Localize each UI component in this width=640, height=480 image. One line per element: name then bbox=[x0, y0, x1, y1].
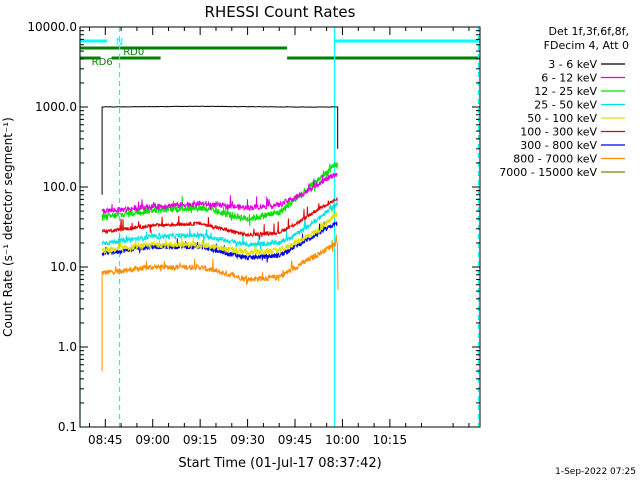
legend-header-line: Det 1f,3f,6f,8f, bbox=[548, 25, 629, 38]
y-tick-label: 1.0 bbox=[58, 340, 77, 354]
y-tick-label: 100.0 bbox=[43, 180, 77, 194]
data-series bbox=[101, 105, 339, 372]
x-tick-label: 09:45 bbox=[278, 433, 313, 447]
series-line bbox=[101, 172, 338, 214]
x-tick-label: 09:15 bbox=[183, 433, 218, 447]
legend-entry-label: 12 - 25 keV bbox=[534, 85, 597, 98]
series-line bbox=[101, 206, 338, 257]
legend-entry-label: 6 - 12 keV bbox=[541, 72, 597, 85]
x-tick-label: 08:45 bbox=[88, 433, 123, 447]
x-tick-label: 10:00 bbox=[325, 433, 360, 447]
x-axis-ticks: 08:45 09:00 09:15 09:30 09:45 10:00 10:15 bbox=[88, 27, 470, 447]
legend: Det 1f,3f,6f,8f,FDecim 4, Att 0 3 - 6 keV… bbox=[499, 25, 629, 179]
flag-label-rd6: RD6 bbox=[92, 57, 113, 68]
series-line bbox=[101, 234, 339, 372]
y-tick-label: 10000.0 bbox=[27, 20, 77, 34]
legend-entry-label: 100 - 300 keV bbox=[520, 126, 597, 139]
legend-header-line: FDecim 4, Att 0 bbox=[544, 39, 629, 52]
flag-label-n: N bbox=[116, 37, 123, 48]
legend-entry-label: 25 - 50 keV bbox=[534, 99, 597, 112]
legend-entry-label: 7000 - 15000 keV bbox=[499, 166, 597, 179]
x-axis-label: Start Time (01-Jul-17 08:37:42) bbox=[178, 456, 381, 471]
x-tick-label: 10:15 bbox=[373, 433, 408, 447]
series-line bbox=[102, 196, 338, 240]
y-axis-label: Count Rate (s⁻¹ detector segment⁻¹) bbox=[1, 117, 15, 337]
x-tick-label: 09:00 bbox=[135, 433, 170, 447]
flag-label-rd0: RD0 bbox=[123, 47, 144, 58]
y-tick-label: 0.1 bbox=[58, 420, 77, 434]
series-line bbox=[101, 198, 338, 250]
footer-timestamp: 1-Sep-2022 07:25 bbox=[555, 467, 636, 477]
y-tick-label: 1000.0 bbox=[35, 100, 77, 114]
y-axis-ticks: 0.1 1.0 10.0 100.0 1000.0 10000.0 bbox=[27, 20, 480, 434]
legend-entry-label: 50 - 100 keV bbox=[527, 112, 597, 125]
series-line bbox=[101, 105, 339, 195]
legend-entry-label: 300 - 800 keV bbox=[520, 139, 597, 152]
x-tick-label: 09:30 bbox=[230, 433, 265, 447]
plot-frame bbox=[79, 26, 481, 428]
chart-title: RHESSI Count Rates bbox=[205, 3, 356, 21]
legend-entry-label: 3 - 6 keV bbox=[548, 58, 597, 71]
legend-entry-label: 800 - 7000 keV bbox=[513, 153, 597, 166]
y-tick-label: 10.0 bbox=[50, 260, 77, 274]
